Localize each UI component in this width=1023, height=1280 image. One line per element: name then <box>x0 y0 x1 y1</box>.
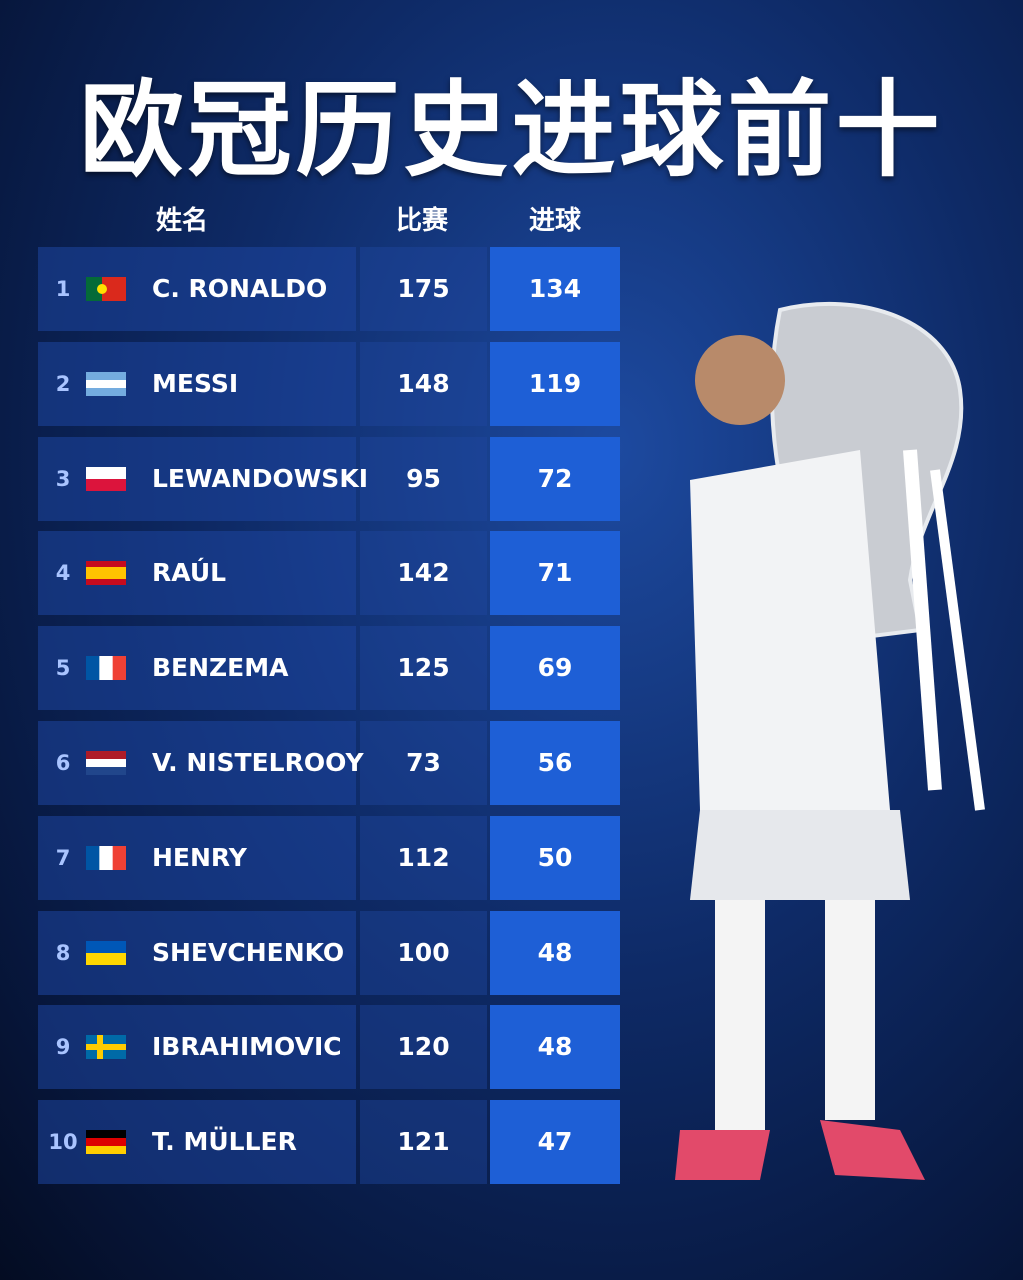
table-row: 10 T. MÜLLER 121 47 <box>38 1100 620 1185</box>
rank: 1 <box>55 277 71 301</box>
goals-cell-bg <box>490 815 620 900</box>
player-name: LEWANDOWSKI <box>152 463 368 493</box>
rank: 6 <box>55 751 71 775</box>
flag <box>86 466 126 491</box>
rank: 5 <box>55 656 71 681</box>
goals-cell-bg <box>490 626 620 711</box>
goals-cell-bg <box>490 721 620 805</box>
matches: 95 <box>406 463 441 493</box>
matches: 100 <box>397 937 450 967</box>
player-name: BENZEMA <box>152 653 289 683</box>
table-row: 1 C. RONALDO 175 134 <box>38 247 620 331</box>
goals-cell-bg <box>490 910 620 995</box>
matches: 120 <box>397 1032 450 1062</box>
player-name: HENRY <box>152 842 247 872</box>
rank: 10 <box>48 1130 78 1155</box>
table-row: 7 HENRY 112 50 <box>38 815 620 900</box>
rank: 8 <box>55 940 71 965</box>
goals: 119 <box>528 368 582 398</box>
player-photo <box>675 301 985 1180</box>
player-name: SHEVCHENKO <box>152 937 345 967</box>
matches: 112 <box>397 842 450 872</box>
goals: 71 <box>537 558 573 588</box>
player-name: IBRAHIMOVIC <box>152 1032 342 1062</box>
flag <box>86 656 126 681</box>
column-header: 比赛 <box>395 206 448 236</box>
flag <box>86 371 126 396</box>
flag <box>86 751 126 775</box>
rank: 7 <box>55 845 71 870</box>
rank: 2 <box>55 371 71 396</box>
rank: 4 <box>55 561 71 586</box>
column-header: 姓名 <box>155 206 208 236</box>
title: 欧冠历史进球前十 <box>79 69 944 191</box>
goals: 47 <box>537 1127 573 1157</box>
goals: 72 <box>537 463 573 493</box>
matches-cell-bg <box>360 815 487 900</box>
goals-cell-bg <box>490 247 620 331</box>
matches: 175 <box>397 274 450 303</box>
goals: 56 <box>537 748 573 777</box>
player-name: V. NISTELROOY <box>152 748 364 777</box>
goals: 134 <box>528 274 582 303</box>
table-row: 6 V. NISTELROOY 73 56 <box>38 721 620 805</box>
matches-cell-bg <box>360 341 487 426</box>
matches-cell-bg <box>360 247 487 331</box>
flag <box>86 940 126 965</box>
goals-cell-bg <box>490 1100 620 1185</box>
table-row: 4 RAÚL 142 71 <box>38 531 620 616</box>
flag <box>86 1130 126 1155</box>
goals-cell-bg <box>490 531 620 616</box>
flag <box>86 277 126 301</box>
matches-cell-bg <box>360 721 487 805</box>
matches-cell-bg <box>360 1100 487 1185</box>
matches: 125 <box>397 653 450 683</box>
player-name: MESSI <box>152 368 239 398</box>
goals: 50 <box>537 842 573 872</box>
table-row: 5 BENZEMA 125 69 <box>38 626 620 711</box>
matches: 142 <box>397 558 450 588</box>
matches: 121 <box>397 1127 450 1157</box>
matches: 148 <box>397 368 450 398</box>
goals-cell-bg <box>490 341 620 426</box>
matches-cell-bg <box>360 1005 487 1090</box>
table-row: 2 MESSI 148 119 <box>38 341 620 426</box>
table-row: 3 LEWANDOWSKI 95 72 <box>38 436 620 521</box>
rank: 9 <box>55 1035 71 1060</box>
goals-cell-bg <box>490 436 620 521</box>
goals: 69 <box>537 653 573 683</box>
goals-cell-bg <box>490 1005 620 1090</box>
matches: 73 <box>406 748 441 777</box>
flag <box>86 561 126 586</box>
flag <box>86 1035 126 1060</box>
matches-cell-bg <box>360 626 487 711</box>
matches-cell-bg <box>360 910 487 995</box>
table-row: 9 IBRAHIMOVIC 120 48 <box>38 1005 620 1090</box>
goals: 48 <box>537 1032 573 1062</box>
player-name: T. MÜLLER <box>152 1127 297 1157</box>
rank: 3 <box>55 466 71 491</box>
matches-cell-bg <box>360 531 487 616</box>
flag <box>86 845 126 870</box>
table-row: 8 SHEVCHENKO 100 48 <box>38 910 620 995</box>
player-name: RAÚL <box>152 558 227 588</box>
matches-cell-bg <box>360 436 487 521</box>
column-header: 进球 <box>528 206 581 236</box>
player-name: C. RONALDO <box>152 274 328 303</box>
goals: 48 <box>537 937 573 967</box>
